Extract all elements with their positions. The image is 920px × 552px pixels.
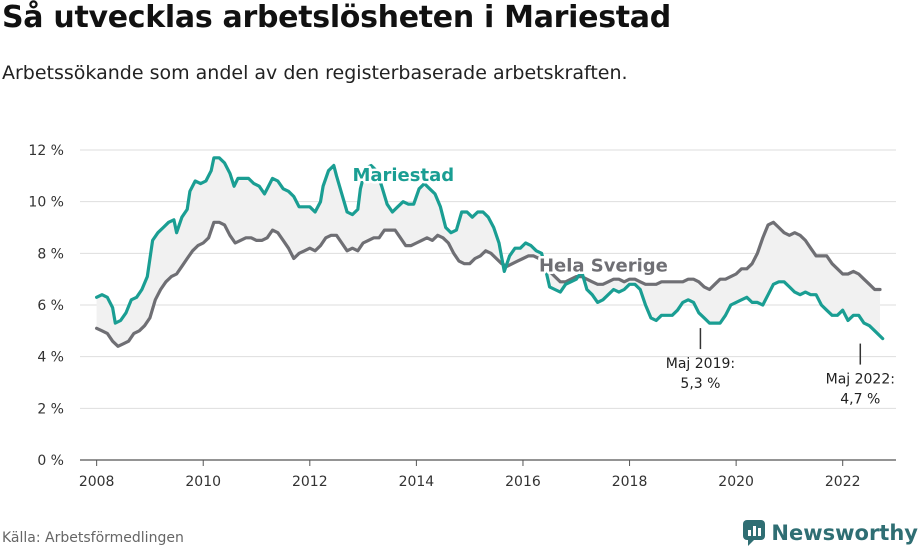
x-tick-label: 2016 (505, 474, 541, 490)
y-tick-label: 4 % (37, 350, 64, 366)
annotations: Maj 2019: 5,3 % Maj 2022: 4,7 % (666, 328, 895, 408)
series-line-mariestad (95, 156, 885, 341)
series-line-hela-sverige (95, 220, 882, 348)
y-tick-label: 12 % (28, 143, 64, 159)
series-label: Hela Sverige (539, 255, 668, 276)
annotation-label: Maj 2022: (826, 372, 895, 388)
y-axis: 0 % 2 % 4 % 6 % 8 % 10 % 12 % (28, 143, 64, 469)
y-tick-label: 10 % (28, 195, 64, 211)
newsworthy-logo: Newsworthy (743, 520, 918, 546)
annotation-label: Maj 2019: (666, 356, 735, 372)
annotation-value: 4,7 % (840, 392, 880, 408)
y-tick-label: 8 % (37, 246, 64, 262)
annotation-value: 5,3 % (680, 376, 720, 392)
newsworthy-logo-icon (743, 520, 766, 546)
newsworthy-logo-text: Newsworthy (771, 521, 918, 545)
source-note: Källa: Arbetsförmedlingen (2, 530, 184, 546)
y-tick-label: 0 % (37, 453, 64, 469)
x-tick-label: 2008 (79, 474, 115, 490)
x-axis: 2008 2010 2012 2014 2016 2018 2020 2022 (79, 460, 861, 490)
x-tick-label: 2012 (292, 474, 328, 490)
page-title: Så utvecklas arbetslösheten i Mariestad (2, 0, 671, 35)
x-tick-label: 2018 (612, 474, 648, 490)
series-label: Mariestad (352, 165, 454, 186)
series-lines (95, 156, 885, 348)
x-tick-label: 2010 (185, 474, 221, 490)
y-tick-label: 2 % (37, 401, 64, 417)
difference-band (96, 157, 881, 347)
x-tick-label: 2022 (825, 474, 861, 490)
series-label-halo: Hela Sverige (539, 255, 668, 276)
x-tick-label: 2020 (718, 474, 754, 490)
y-tick-label: 6 % (37, 298, 64, 314)
series-label-halo: Mariestad (352, 165, 454, 186)
x-tick-label: 2014 (399, 474, 435, 490)
page-subtitle: Arbetssökande som andel av den registerb… (2, 62, 628, 84)
